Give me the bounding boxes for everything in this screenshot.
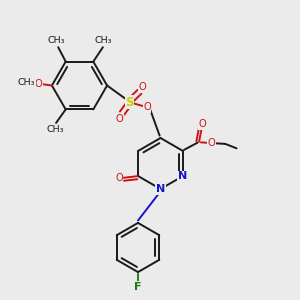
Text: N: N [156,184,165,194]
Text: O: O [34,79,42,89]
Text: O: O [208,138,216,148]
Text: O: O [115,173,123,183]
Text: CH₃: CH₃ [18,78,35,87]
Text: S: S [125,95,134,109]
Text: F: F [134,281,142,292]
Text: O: O [139,82,146,92]
Text: CH₃: CH₃ [47,36,64,45]
Text: O: O [143,102,151,112]
Text: O: O [116,113,124,124]
Text: O: O [198,119,206,129]
Text: N: N [178,171,187,181]
Text: CH₃: CH₃ [94,36,112,45]
Text: CH₃: CH₃ [47,125,64,134]
